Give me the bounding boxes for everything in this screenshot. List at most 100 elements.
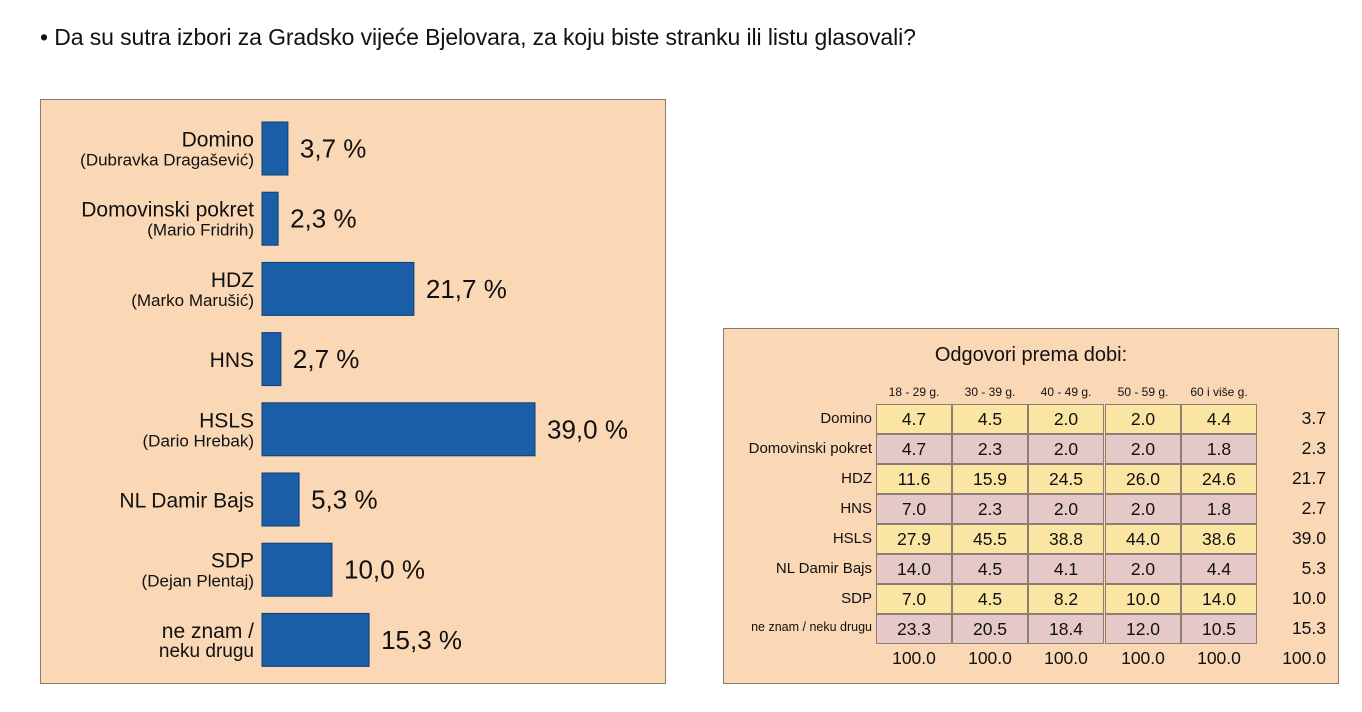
bar-value-label: 5,3 % bbox=[311, 485, 378, 515]
row-total: 21.7 bbox=[1291, 468, 1326, 488]
bar-category-sublabel: neku drugu bbox=[159, 641, 254, 662]
table-cell: 4.7 bbox=[876, 434, 952, 464]
bar bbox=[261, 472, 300, 527]
table-cell: 12.0 bbox=[1105, 614, 1181, 644]
row-total: 3.7 bbox=[1301, 408, 1326, 428]
row-total: 2.7 bbox=[1301, 498, 1326, 518]
row-total: 2.3 bbox=[1301, 438, 1326, 458]
table-cell: 15.9 bbox=[952, 464, 1028, 494]
bar bbox=[261, 121, 289, 176]
bar-value-label: 39,0 % bbox=[547, 414, 628, 444]
bar-chart-panel: 3,7 % Domino (Dubravka Dragašević) 2,3 % Dom… bbox=[40, 99, 666, 684]
sum-total: 100.0 bbox=[1282, 648, 1326, 668]
table-cell: 24.5 bbox=[1028, 464, 1104, 494]
column-sum: 100.0 bbox=[968, 648, 1012, 668]
bar-category-label: HNS bbox=[210, 349, 254, 372]
row-total: 15.3 bbox=[1291, 618, 1326, 638]
table-cell: 20.5 bbox=[952, 614, 1028, 644]
column-header: 30 - 39 g. bbox=[964, 385, 1016, 399]
table-cell: 7.0 bbox=[876, 494, 952, 524]
bar-category-label: ne znam / bbox=[162, 620, 254, 643]
table-cell: 4.4 bbox=[1181, 404, 1257, 434]
bar bbox=[261, 191, 279, 246]
table-cell: 2.0 bbox=[1028, 434, 1104, 464]
column-header: 60 i više g. bbox=[1190, 385, 1248, 399]
table-cell: 2.0 bbox=[1105, 494, 1181, 524]
bar-value-label: 15,3 % bbox=[381, 625, 462, 655]
row-label: SDP bbox=[841, 590, 872, 607]
table-cell: 2.3 bbox=[952, 494, 1028, 524]
row-label: HSLS bbox=[832, 530, 872, 547]
bar-category-sublabel: (Mario Fridrih) bbox=[147, 221, 254, 240]
table-cell: 8.2 bbox=[1028, 584, 1104, 614]
bar-category-sublabel: (Dario Hrebak) bbox=[143, 431, 254, 450]
column-header: 18 - 29 g. bbox=[888, 385, 940, 399]
table-cell: 4.5 bbox=[952, 584, 1028, 614]
table-cell: 10.5 bbox=[1181, 614, 1257, 644]
column-header: 50 - 59 g. bbox=[1117, 385, 1169, 399]
table-cell: 4.5 bbox=[952, 404, 1028, 434]
row-total: 39.0 bbox=[1291, 528, 1326, 548]
table-cell: 2.0 bbox=[1028, 404, 1104, 434]
table-cell: 4.1 bbox=[1028, 554, 1104, 584]
row-label: Domino bbox=[820, 410, 872, 427]
table-cell: 45.5 bbox=[952, 524, 1028, 554]
row-label: Domovinski pokret bbox=[748, 440, 872, 457]
bar-category-sublabel: (Marko Marušić) bbox=[131, 291, 254, 310]
table-cell: 1.8 bbox=[1181, 434, 1257, 464]
table-cell: 23.3 bbox=[876, 614, 952, 644]
table-title: Odgovori prema dobi: bbox=[934, 344, 1128, 366]
table-cell: 2.0 bbox=[1105, 434, 1181, 464]
column-sum: 100.0 bbox=[1197, 648, 1241, 668]
bar-value-label: 2,3 % bbox=[290, 204, 357, 234]
bar-category-label: SDP bbox=[211, 550, 254, 573]
bar bbox=[261, 542, 333, 597]
table-cell: 2.3 bbox=[952, 434, 1028, 464]
bar bbox=[261, 612, 370, 667]
table-cell: 4.5 bbox=[952, 554, 1028, 584]
bar-category-label: Domino bbox=[182, 129, 254, 152]
table-cell: 14.0 bbox=[876, 554, 952, 584]
bar bbox=[261, 261, 415, 316]
table-cell: 1.8 bbox=[1181, 494, 1257, 524]
row-total: 5.3 bbox=[1301, 558, 1326, 578]
column-sum: 100.0 bbox=[1121, 648, 1165, 668]
bar-category-label: Domovinski pokret bbox=[81, 199, 254, 222]
table-cell: 27.9 bbox=[876, 524, 952, 554]
bar-value-label: 10,0 % bbox=[344, 555, 425, 585]
bar-chart: 3,7 % Domino(Dubravka Dragašević) 2,3 % Dom… bbox=[80, 121, 628, 667]
bar bbox=[261, 332, 282, 387]
bar-value-label: 2,7 % bbox=[293, 344, 360, 374]
row-label: HNS bbox=[840, 500, 872, 517]
bar-category-sublabel: (Dubravka Dragašević) bbox=[80, 151, 254, 170]
bar-category-label: NL Damir Bajs bbox=[119, 490, 254, 513]
table-cell: 7.0 bbox=[876, 584, 952, 614]
table-cell: 26.0 bbox=[1105, 464, 1181, 494]
row-label: ne znam / neku drugu bbox=[751, 620, 872, 634]
table-cell: 38.8 bbox=[1028, 524, 1104, 554]
table-cell: 2.0 bbox=[1105, 404, 1181, 434]
column-sum: 100.0 bbox=[1044, 648, 1088, 668]
row-label: HDZ bbox=[841, 470, 872, 487]
row-label: NL Damir Bajs bbox=[775, 560, 872, 577]
question-title: • Da su sutra izbori za Gradsko vijeće B… bbox=[40, 24, 916, 50]
column-header: 40 - 49 g. bbox=[1040, 385, 1092, 399]
bar-value-label: 21,7 % bbox=[426, 274, 507, 304]
bar-category-label: HSLS bbox=[199, 409, 254, 432]
table-cell: 14.0 bbox=[1181, 584, 1257, 614]
table-cell: 38.6 bbox=[1181, 524, 1257, 554]
bar-category-label: HDZ bbox=[211, 269, 254, 292]
bar bbox=[261, 402, 536, 457]
bar-value-label: 3,7 % bbox=[300, 134, 367, 164]
table-cell: 2.0 bbox=[1028, 494, 1104, 524]
column-sum: 100.0 bbox=[892, 648, 936, 668]
table-cell: 4.4 bbox=[1181, 554, 1257, 584]
age-table-panel: Odgovori prema dobi: 18 - 29 g. 30 - 39 g… bbox=[723, 328, 1339, 684]
table-cell: 10.0 bbox=[1105, 584, 1181, 614]
table-cell: 18.4 bbox=[1028, 614, 1104, 644]
table-cell: 11.6 bbox=[876, 464, 952, 494]
table-cell: 24.6 bbox=[1181, 464, 1257, 494]
table-cell: 44.0 bbox=[1105, 524, 1181, 554]
bar-category-sublabel: (Dejan Plentaj) bbox=[142, 572, 254, 591]
table-cell: 2.0 bbox=[1105, 554, 1181, 584]
